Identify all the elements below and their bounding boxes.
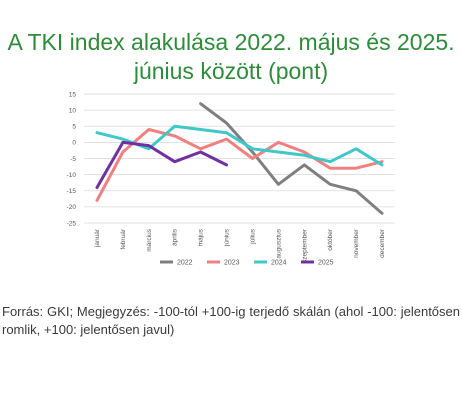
x-tick-label: október <box>327 228 334 251</box>
x-tick-label: január <box>94 228 101 248</box>
y-tick-label: -20 <box>67 204 77 211</box>
x-tick-label: december <box>379 228 386 258</box>
y-tick-label: 15 <box>69 91 77 98</box>
y-tick-label: -15 <box>67 188 77 195</box>
series-lines <box>95 102 384 215</box>
series-line-2022 <box>199 102 384 215</box>
legend-label-2025: 2025 <box>318 260 334 267</box>
chart-title-line-1: A TKI index alakulása 2022. május és 202… <box>7 29 455 55</box>
x-tick-label: július <box>249 228 256 245</box>
x-tick-label: április <box>172 228 179 246</box>
series-line-2025 <box>95 140 228 189</box>
x-tick-label: augusztus <box>275 228 282 258</box>
series-line-2023 <box>95 128 384 202</box>
source-note: Forrás: GKI; Megjegyzés: -100-tól +100-i… <box>2 304 460 337</box>
legend: 2022 2023 2024 2025 <box>160 260 334 267</box>
y-axis-tick-labels: 15 10 5 0 -5 -10 -15 -20 -25 <box>67 91 77 227</box>
legend-label-2024: 2024 <box>271 260 287 267</box>
y-tick-label: 10 <box>69 107 77 114</box>
x-tick-label: szeptember <box>301 228 308 263</box>
x-tick-label: június <box>224 228 231 247</box>
legend-label-2023: 2023 <box>224 260 240 267</box>
line-chart: 15 10 5 0 -5 -10 -15 -20 -25 január február márciu… <box>67 91 395 267</box>
x-tick-label: november <box>353 228 360 258</box>
legend-label-2022: 2022 <box>177 260 193 267</box>
y-tick-label: 5 <box>72 124 76 131</box>
y-tick-label: -10 <box>67 172 77 179</box>
x-tick-label: május <box>198 228 205 246</box>
x-tick-label: március <box>146 228 153 252</box>
series-line-2024 <box>95 124 384 167</box>
x-axis-tick-labels: január február március április május június jú… <box>94 228 386 263</box>
y-tick-label: -25 <box>67 220 77 227</box>
grid-lines <box>84 93 395 224</box>
y-tick-label: -5 <box>70 156 76 163</box>
x-tick-label: február <box>120 228 127 249</box>
chart-title-line-2: június között (pont) <box>133 58 329 84</box>
y-tick-label: 0 <box>72 140 76 147</box>
chart-title: A TKI index alakulása 2022. május és 202… <box>0 28 462 86</box>
